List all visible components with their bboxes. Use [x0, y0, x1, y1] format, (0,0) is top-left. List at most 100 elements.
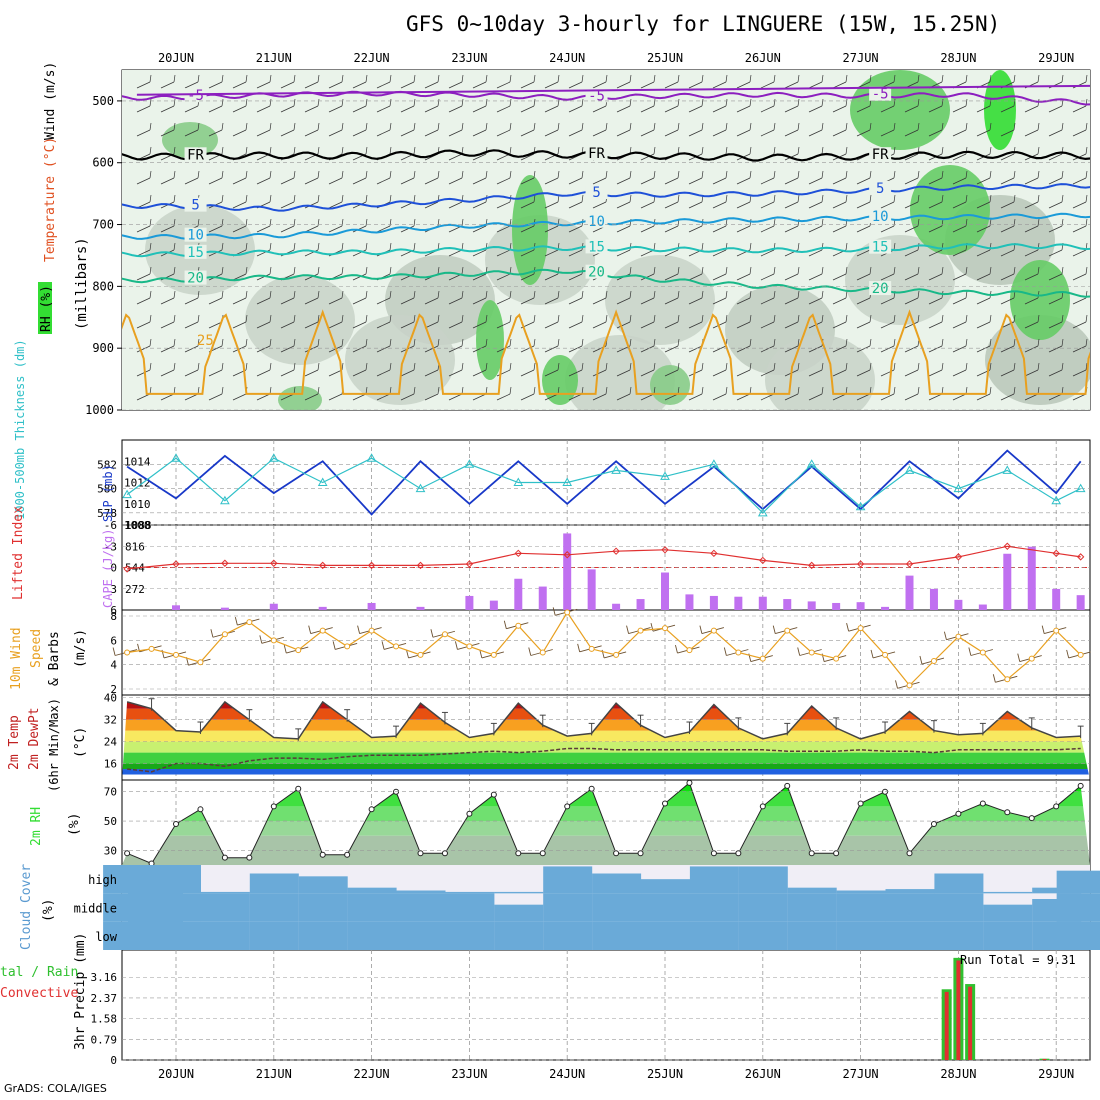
cloud-level-label: low: [95, 930, 117, 944]
wind-barb: [808, 177, 823, 185]
wind-barb: [736, 129, 751, 137]
wind-barb-flag: [389, 146, 392, 155]
surface-wind-barb-flag: [357, 625, 361, 634]
wind-barb-flag: [317, 362, 320, 371]
wind-barb: [1000, 369, 1015, 377]
lifted-marker: [563, 551, 571, 559]
wind-barb-flag: [461, 338, 464, 347]
wind-barb: [712, 297, 727, 305]
cape-bar: [685, 594, 694, 610]
wind-barb: [328, 201, 343, 209]
rh-humid-blob: [1010, 260, 1070, 340]
isotherm-p5: [122, 183, 1090, 212]
wind-barb-flag: [797, 74, 800, 83]
wind-barb: [544, 249, 559, 257]
isotherm-label: 10: [872, 209, 889, 225]
wind-barb-flag: [629, 98, 632, 107]
wind-barb-flag: [533, 290, 536, 299]
cape-bar: [416, 606, 425, 610]
wind-barb-flag: [845, 98, 848, 107]
wind-barb-flag: [509, 362, 512, 371]
temp-tick-label: 16: [104, 758, 117, 771]
isotherm-label-bg: [184, 147, 207, 162]
wind-barb: [1024, 321, 1039, 329]
wind-barb-flag: [941, 170, 944, 179]
temperature-axis-label: Temperature (°C): [43, 137, 58, 262]
wind-barb-flag: [269, 98, 272, 107]
wind-barb-flag: [389, 122, 392, 131]
wind-barb: [880, 129, 895, 137]
wind-barb: [664, 249, 679, 257]
wind-barb-flag: [509, 74, 512, 83]
wind-barb-flag: [245, 266, 248, 275]
wind-barb: [736, 81, 751, 89]
wind-barb-flag: [413, 122, 416, 131]
wind-barb-flag: [1037, 218, 1040, 227]
wind-barb: [664, 393, 679, 401]
wind-barb-flag: [893, 170, 896, 179]
isotherm-m5: [122, 90, 1090, 106]
wind-barb-flag: [653, 122, 656, 131]
isotherm-label-bg: [184, 227, 207, 242]
lifted-marker: [612, 547, 620, 555]
wind-barb-flag: [653, 146, 656, 155]
wind-barb-flag: [797, 98, 800, 107]
wind-barb: [496, 249, 511, 257]
wind-barb: [232, 105, 247, 113]
wind-barb: [736, 225, 751, 233]
isotherm-label: FR: [187, 147, 204, 163]
wind-barb: [976, 297, 991, 305]
wind-barb: [256, 225, 271, 233]
wind-barb: [952, 177, 967, 185]
wind-barb: [1024, 225, 1039, 233]
wind-barb-flag: [1085, 266, 1088, 275]
cloud-cell-high: [885, 889, 935, 894]
wind-barb: [856, 129, 871, 137]
cloud-cell-early: [128, 865, 183, 950]
wind-barb: [448, 297, 463, 305]
wind-barb-flag: [533, 338, 536, 347]
wind-barb-flag: [869, 362, 872, 371]
wind-barb-flag: [917, 266, 920, 275]
date-label-top: 28JUN: [940, 51, 976, 65]
wind-barb: [1048, 249, 1063, 257]
wind-barb: [328, 369, 343, 377]
wind-barb-flag: [845, 362, 848, 371]
wind-barb: [640, 105, 655, 113]
wind-barb: [928, 201, 943, 209]
wind-barb-flag: [821, 314, 824, 323]
wind-barb: [688, 105, 703, 113]
wind-barb: [688, 345, 703, 353]
wind-barb-flag: [941, 194, 944, 203]
wind-barb-flag: [725, 362, 728, 371]
wind-barb-flag: [533, 362, 536, 371]
rh-humid-blob: [650, 365, 690, 405]
rh-band: [122, 791, 1090, 807]
wind-barb: [808, 129, 823, 137]
wind-barb-flag: [869, 386, 872, 395]
cloud-cell-middle: [494, 904, 544, 922]
lifted-marker: [807, 561, 816, 570]
wind-barb-flag: [149, 338, 152, 347]
wind-barb-flag: [869, 266, 872, 275]
wind-barb-flag: [221, 98, 224, 107]
wind-barb: [1000, 177, 1015, 185]
wind-barb-flag: [1061, 170, 1064, 179]
wind-barb-flag: [965, 98, 968, 107]
rh-marker: [246, 854, 253, 861]
wind-barb: [640, 249, 655, 257]
date-label-top: 26JUN: [745, 51, 781, 65]
wind-barb: [304, 105, 319, 113]
wind-barb: [256, 369, 271, 377]
wind-barb-flag: [197, 362, 200, 371]
wind-barb-flag: [293, 314, 296, 323]
wind-barb-flag: [509, 146, 512, 155]
wind-barb-flag: [725, 170, 728, 179]
wind-barb: [280, 345, 295, 353]
wind-barb-flag: [437, 338, 440, 347]
wind-marker: [735, 649, 742, 656]
wind-barb: [568, 201, 583, 209]
slp-tick-label: 1010: [124, 498, 151, 511]
wind-barb: [472, 249, 487, 257]
cloud-cell-low: [396, 921, 446, 950]
